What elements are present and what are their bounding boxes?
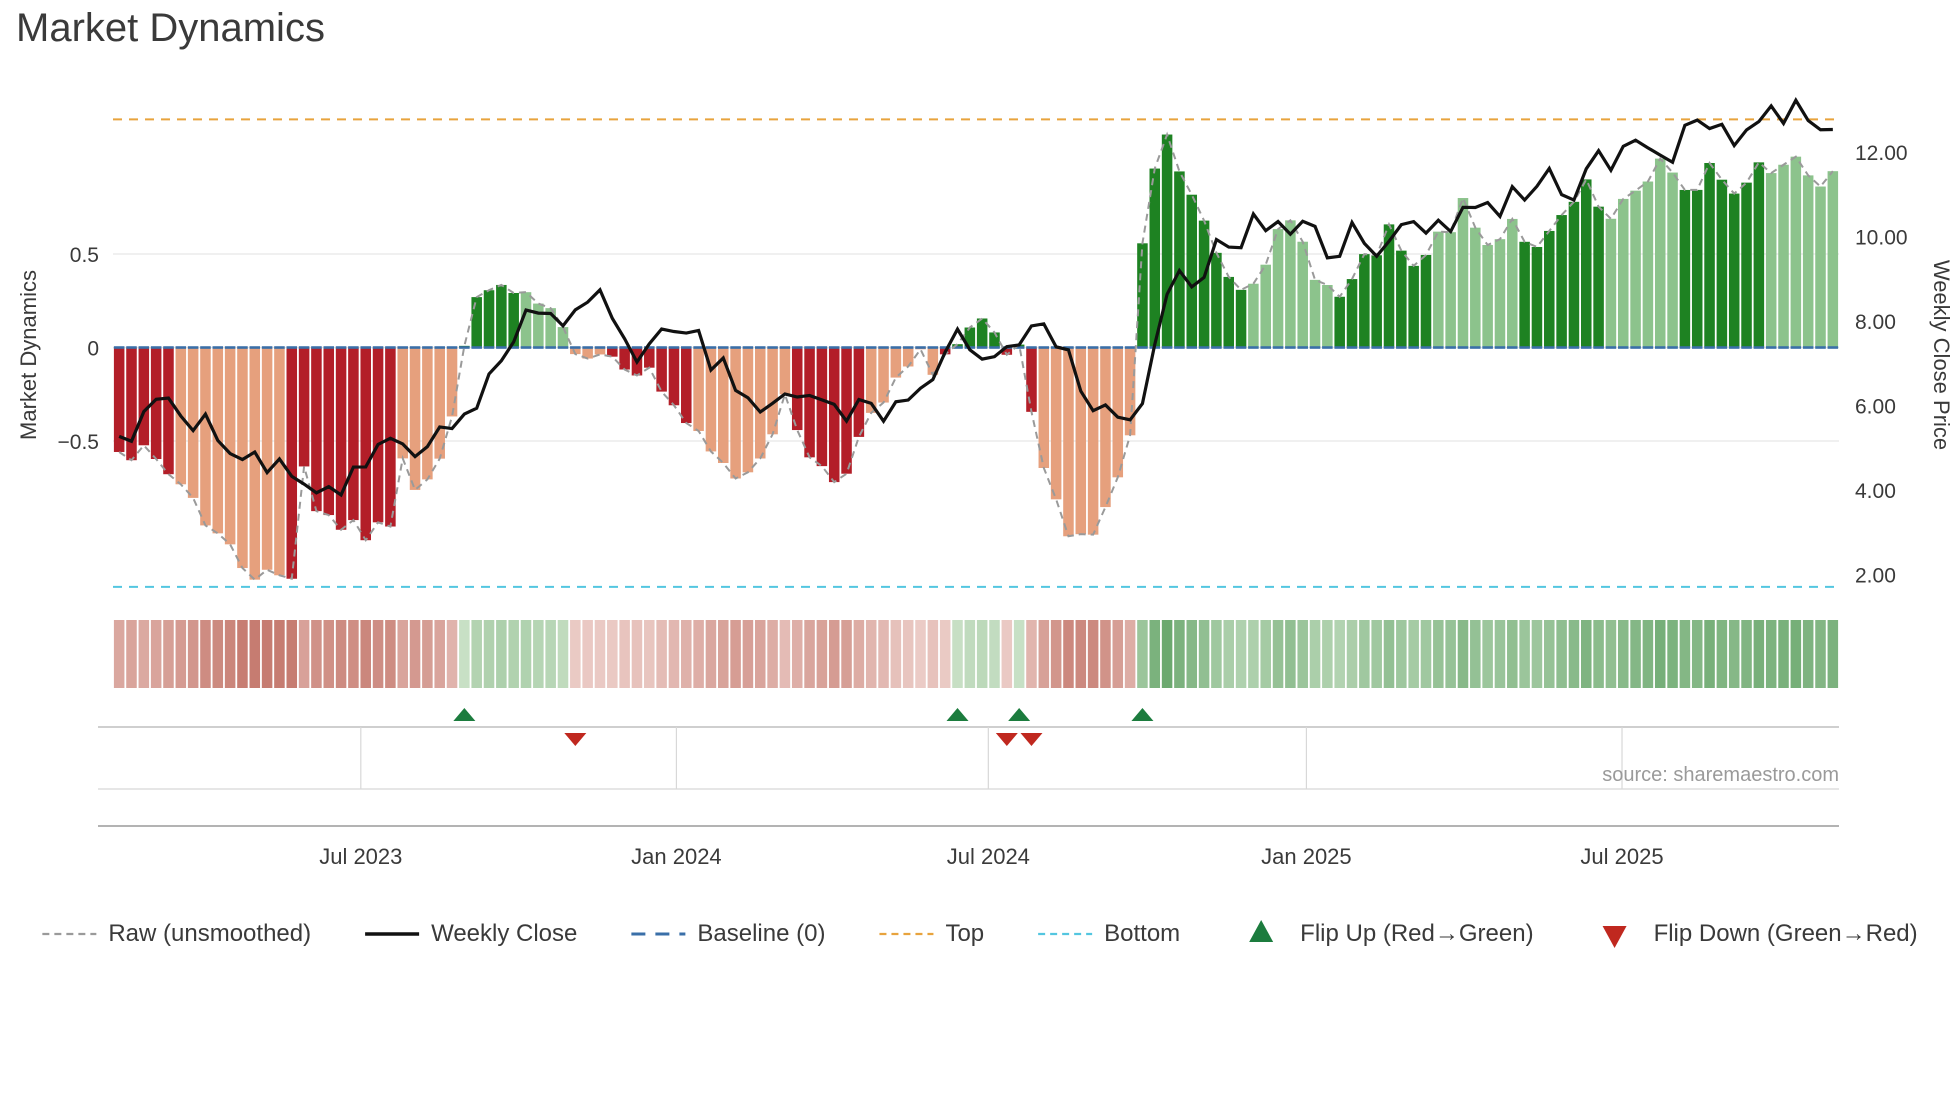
svg-text:Jan 2025: Jan 2025 (1261, 844, 1352, 869)
svg-text:Flip Up (Red→Green): Flip Up (Red→Green) (1300, 920, 1533, 947)
svg-text:0.5: 0.5 (70, 244, 99, 267)
svg-text:Weekly Close: Weekly Close (431, 920, 577, 947)
svg-text:Jan 2024: Jan 2024 (631, 844, 722, 869)
svg-text:−0.5: −0.5 (58, 431, 99, 454)
svg-text:0: 0 (87, 338, 99, 361)
svg-text:Weekly Close Price: Weekly Close Price (1929, 260, 1954, 450)
svg-text:12.00: 12.00 (1855, 142, 1908, 165)
svg-text:2.00: 2.00 (1855, 565, 1896, 588)
svg-text:4.00: 4.00 (1855, 480, 1896, 503)
svg-text:Market Dynamics: Market Dynamics (16, 270, 41, 440)
svg-text:Jul 2023: Jul 2023 (319, 844, 402, 869)
svg-text:8.00: 8.00 (1855, 311, 1896, 334)
svg-text:Bottom: Bottom (1104, 920, 1180, 947)
svg-text:Top: Top (945, 920, 984, 947)
svg-text:Jul 2024: Jul 2024 (947, 844, 1030, 869)
svg-text:Jul 2025: Jul 2025 (1580, 844, 1663, 869)
svg-text:source: sharemaestro.com: source: sharemaestro.com (1602, 764, 1839, 786)
svg-text:Raw (unsmoothed): Raw (unsmoothed) (108, 920, 311, 947)
svg-text:6.00: 6.00 (1855, 396, 1896, 419)
svg-text:10.00: 10.00 (1855, 227, 1908, 250)
svg-text:Flip Down (Green→Red): Flip Down (Green→Red) (1654, 920, 1918, 947)
svg-text:Baseline (0): Baseline (0) (697, 920, 825, 947)
